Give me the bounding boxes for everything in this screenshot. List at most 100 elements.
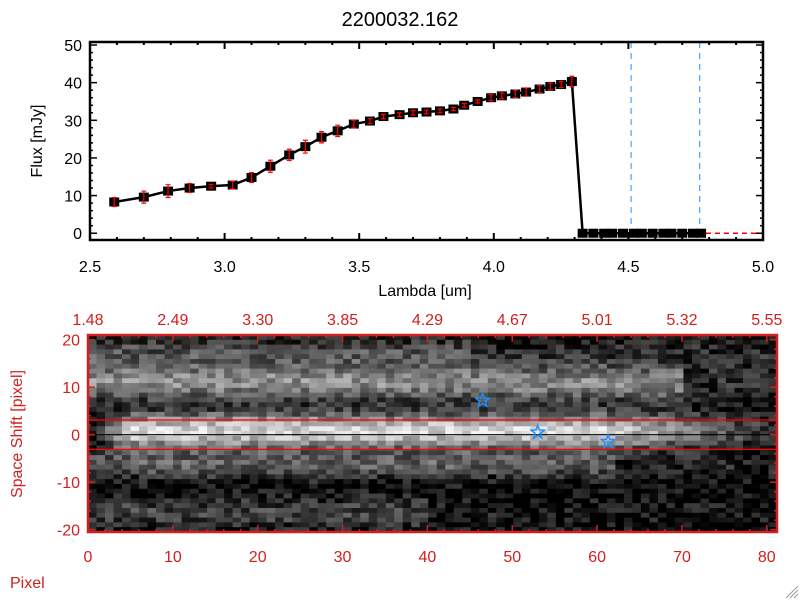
image-pixel <box>572 527 582 533</box>
image-pixel <box>717 474 727 480</box>
image-pixel <box>725 512 736 519</box>
resize-grip-icon[interactable] <box>785 585 799 599</box>
image-pixel <box>513 411 523 418</box>
image-pixel <box>334 387 344 394</box>
image-pixel <box>700 469 710 475</box>
image-pixel <box>606 507 616 514</box>
image-pixel <box>96 402 106 408</box>
image-pixel <box>751 363 761 370</box>
image-pixel <box>666 455 676 461</box>
image-pixel <box>436 474 446 480</box>
image-pixel <box>521 349 531 355</box>
image-pixel <box>547 459 557 466</box>
image-pixel <box>632 445 642 451</box>
image-pixel <box>759 426 770 432</box>
image-pixel <box>309 493 319 499</box>
image-pixel <box>266 445 276 451</box>
top-x-tick-label: 2.49 <box>157 312 188 329</box>
image-pixel <box>674 440 685 447</box>
image-pixel <box>88 431 98 437</box>
image-pixel <box>674 479 685 485</box>
image-pixel <box>190 411 200 418</box>
image-pixel <box>547 431 557 437</box>
image-pixel <box>156 387 166 394</box>
image-pixel <box>632 383 642 389</box>
image-pixel <box>691 517 702 523</box>
image-pixel <box>88 359 98 365</box>
image-pixel <box>334 397 344 403</box>
error-bar <box>319 130 325 144</box>
image-pixel <box>487 522 497 528</box>
image-pixel <box>708 474 719 480</box>
image-pixel <box>632 455 642 461</box>
image-pixel <box>368 421 378 427</box>
image-pixel <box>224 402 234 408</box>
image-pixel <box>317 469 327 475</box>
image-pixel <box>504 392 514 399</box>
image-pixel <box>504 493 514 499</box>
image-pixel <box>708 450 719 456</box>
image-pixel <box>717 359 727 365</box>
image-pixel <box>700 479 710 485</box>
image-pixel <box>309 488 319 495</box>
image-pixel <box>343 335 353 341</box>
image-pixel <box>572 359 582 365</box>
image-pixel <box>173 445 183 451</box>
image-pixel <box>683 507 693 514</box>
image-pixel <box>657 498 668 504</box>
image-pixel <box>113 378 123 384</box>
image-pixel <box>445 363 455 370</box>
image-pixel <box>224 488 234 495</box>
image-pixel <box>581 435 591 442</box>
image-pixel <box>572 450 582 456</box>
image-pixel <box>436 483 446 490</box>
image-pixel <box>538 493 548 499</box>
image-pixel <box>343 411 353 418</box>
image-pixel <box>190 392 200 399</box>
image-pixel <box>487 474 497 480</box>
image-pixel <box>139 474 149 480</box>
image-pixel <box>113 507 123 514</box>
image-pixel <box>632 527 642 533</box>
image-pixel <box>657 483 668 490</box>
image-pixel <box>164 512 174 519</box>
image-pixel <box>394 507 404 514</box>
image-pixel <box>674 435 685 442</box>
image-pixel <box>343 339 353 346</box>
image-pixel <box>572 464 582 471</box>
image-pixel <box>419 354 429 360</box>
image-pixel <box>649 527 659 533</box>
image-pixel <box>96 339 106 346</box>
image-pixel <box>700 407 710 413</box>
image-pixel <box>173 426 183 432</box>
image-pixel <box>190 459 200 466</box>
image-pixel <box>334 483 344 490</box>
image-pixel <box>657 426 668 432</box>
image-pixel <box>683 493 693 499</box>
image-pixel <box>232 450 242 456</box>
image-pixel <box>683 397 693 403</box>
image-pixel <box>368 455 378 461</box>
image-pixel <box>283 363 293 370</box>
image-pixel <box>581 498 591 504</box>
image-pixel <box>198 378 208 384</box>
image-pixel <box>317 517 327 523</box>
image-pixel <box>445 507 455 514</box>
image-pixel <box>734 527 744 533</box>
image-pixel <box>547 479 557 485</box>
image-pixel <box>419 469 429 475</box>
image-pixel <box>538 435 548 442</box>
image-pixel <box>683 479 693 485</box>
image-pixel <box>258 483 268 490</box>
image-pixel <box>453 339 463 346</box>
image-pixel <box>691 507 702 514</box>
image-pixel <box>513 373 523 379</box>
image-pixel <box>547 387 557 394</box>
image-pixel <box>224 387 234 394</box>
image-pixel <box>632 512 642 519</box>
image-pixel <box>462 474 472 480</box>
image-pixel <box>224 498 234 504</box>
image-pixel <box>224 527 234 533</box>
image-pixel <box>700 383 710 389</box>
image-pixel <box>470 512 480 519</box>
